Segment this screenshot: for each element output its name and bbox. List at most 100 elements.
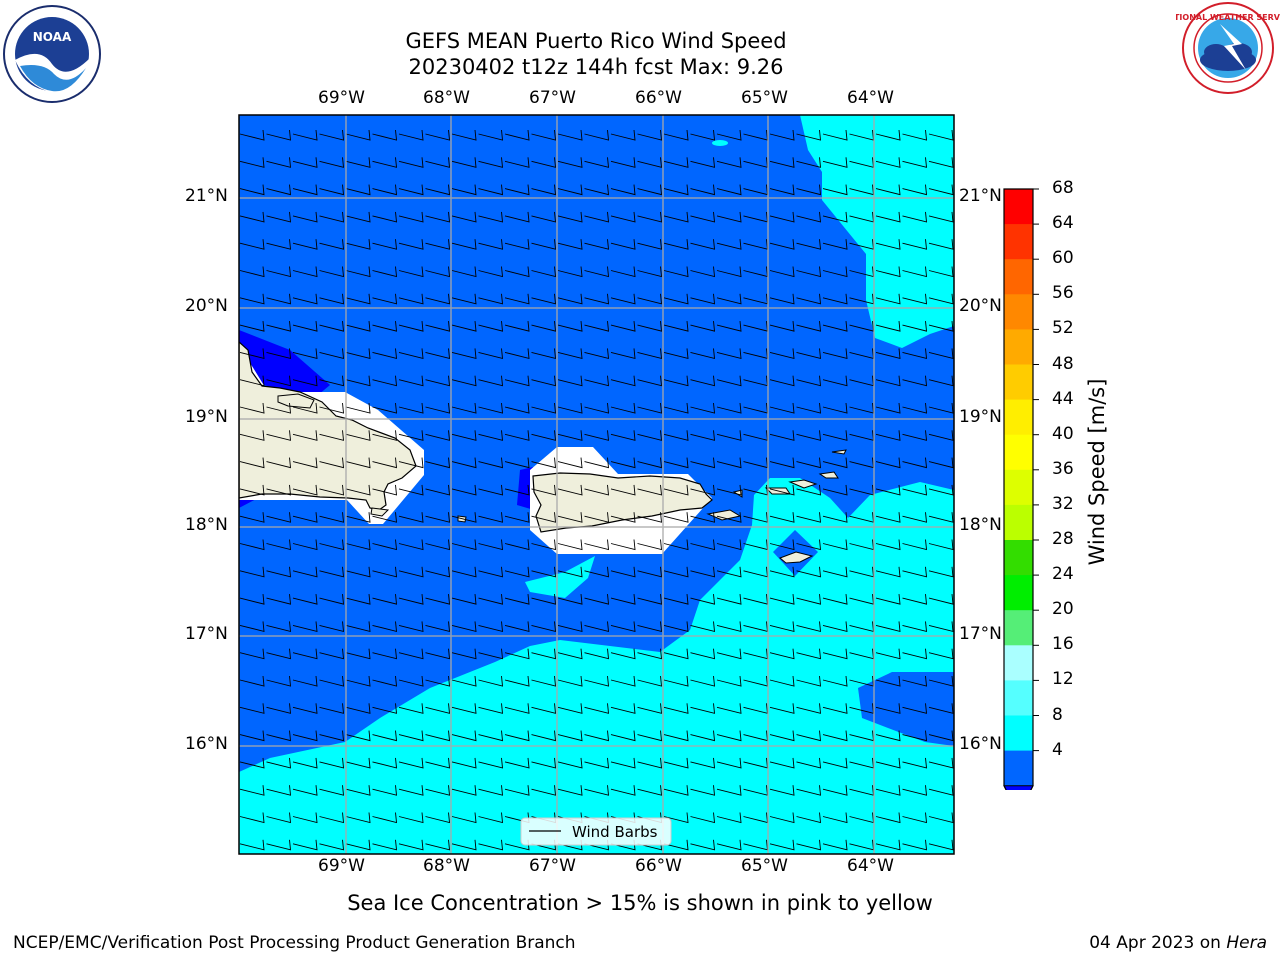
colorbar-tick-label: 20	[1052, 599, 1074, 620]
wind-barb	[663, 594, 689, 605]
wind-barb	[796, 457, 822, 469]
wind-barb	[557, 266, 583, 278]
wind-barb	[902, 129, 928, 141]
wind-barb	[637, 348, 663, 359]
wind-band-below-4-hispaniola	[239, 330, 330, 395]
wind-barb	[716, 321, 742, 332]
wind-barb	[345, 321, 371, 332]
wind-barb	[690, 402, 716, 414]
wind-barb	[531, 594, 557, 605]
wind-barb	[425, 129, 451, 141]
lat-label-right: 16°N	[959, 734, 1002, 754]
wind-barb	[690, 321, 716, 332]
wind-barb	[637, 594, 663, 605]
wind-barb	[716, 675, 742, 687]
wind-barb	[319, 184, 345, 196]
wind-barb	[239, 594, 265, 605]
wind-barb	[902, 730, 928, 742]
wind-barb	[425, 348, 451, 359]
wind-barb	[451, 484, 477, 496]
colorbar-tick-label: 68	[1052, 178, 1074, 198]
lon-label-top: 68°W	[423, 88, 470, 108]
wind-barb	[637, 129, 663, 141]
wind-barb	[928, 293, 954, 305]
wind-barb	[531, 129, 557, 141]
wind-barb	[716, 566, 742, 578]
wind-barb	[902, 839, 928, 851]
wind-barb	[822, 348, 848, 359]
wind-barb	[531, 648, 557, 660]
colorbar-tick-label: 56	[1052, 283, 1074, 304]
wind-barb	[239, 539, 265, 551]
nws-logo: NATIONAL WEATHER SERVICE	[1176, 2, 1280, 94]
wind-barb	[531, 266, 557, 278]
lat-label-left: 16°N	[185, 734, 228, 754]
colorbar-tick-label: 48	[1052, 353, 1074, 374]
wind-barb	[398, 375, 424, 387]
wind-barb	[716, 512, 742, 523]
wind-barb	[637, 157, 663, 168]
wind-barb	[690, 675, 716, 687]
wind-barb	[716, 539, 742, 551]
wind-barb	[663, 703, 689, 714]
wind-barb	[610, 375, 636, 387]
wind-barb	[451, 430, 477, 441]
wind-barb	[584, 348, 610, 359]
wind-barb	[239, 484, 265, 496]
wind-barb	[928, 375, 954, 387]
wind-barb	[504, 266, 530, 278]
wind-barb	[531, 430, 557, 441]
wind-barb	[239, 785, 265, 796]
wind-barb	[796, 293, 822, 305]
wind-barb	[266, 757, 292, 769]
wind-barb	[478, 375, 504, 387]
wind-barb	[398, 594, 424, 605]
wind-barb	[319, 457, 345, 469]
wind-barb	[663, 730, 689, 742]
wind-barb	[796, 375, 822, 387]
wind-barb	[637, 703, 663, 714]
wind-barb	[266, 785, 292, 796]
wind-barb	[663, 839, 689, 851]
wind-barb	[584, 484, 610, 496]
wind-barb	[796, 648, 822, 660]
wind-barb	[557, 594, 583, 605]
noaa-logo: NOAA	[3, 5, 101, 103]
wind-barb	[637, 266, 663, 278]
wind-barb	[557, 293, 583, 305]
wind-barb	[239, 402, 265, 414]
wind-barb	[266, 839, 292, 851]
wind-barb	[928, 321, 954, 332]
wind-barb	[769, 266, 795, 278]
wind-barb	[875, 675, 901, 687]
wind-barb	[902, 348, 928, 359]
wind-barb	[504, 594, 530, 605]
wind-barb	[531, 675, 557, 687]
lat-label-right: 17°N	[959, 624, 1002, 644]
wind-barb	[345, 293, 371, 305]
noaa-logo-text: NOAA	[33, 30, 72, 44]
wind-barb	[928, 730, 954, 742]
wind-barb	[398, 785, 424, 796]
lon-label-bottom: 66°W	[635, 856, 682, 876]
wind-barb	[478, 594, 504, 605]
wind-barb	[478, 348, 504, 359]
wind-barb	[292, 457, 318, 469]
wind-barb	[637, 757, 663, 769]
wind-barb	[557, 348, 583, 359]
wind-barb	[372, 129, 398, 141]
wind-barb	[345, 812, 371, 824]
wind-barb	[345, 621, 371, 632]
wind-barb	[292, 402, 318, 414]
wind-barb	[478, 157, 504, 168]
wind-barb	[928, 184, 954, 196]
wind-barb	[610, 757, 636, 769]
wind-barb	[716, 812, 742, 824]
wind-barb	[239, 648, 265, 660]
wind-barb	[822, 266, 848, 278]
wind-barb	[292, 157, 318, 168]
wind-barb	[398, 211, 424, 223]
colorbar-tick-label: 4	[1052, 739, 1063, 760]
wind-band-8-12-pr-south	[525, 556, 595, 598]
wind-barb	[504, 757, 530, 769]
